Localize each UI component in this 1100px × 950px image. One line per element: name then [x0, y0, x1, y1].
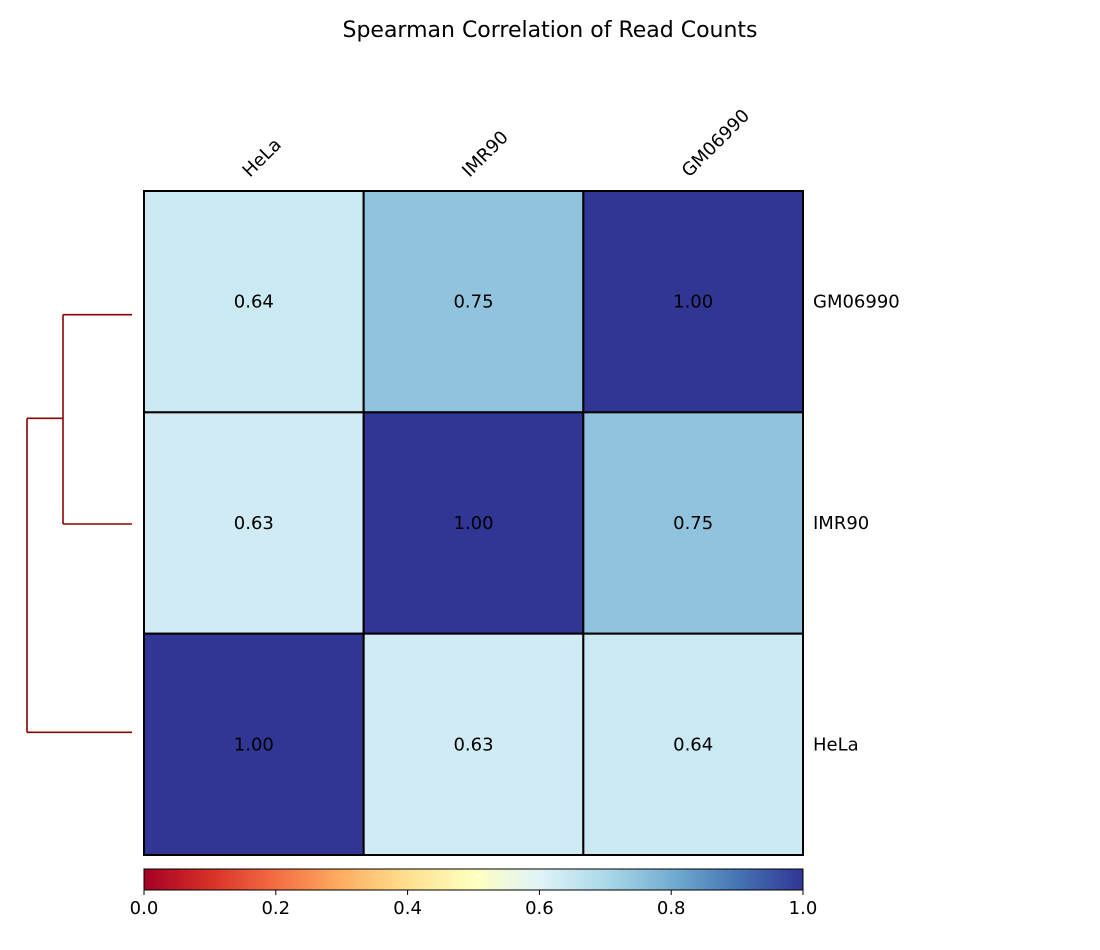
cell-value-label: 1.00 [453, 513, 493, 534]
heatmap-cell [582, 632, 804, 857]
heatmap-cell [362, 632, 585, 857]
cell-value-label: 1.00 [673, 292, 713, 313]
column-label: IMR90 [458, 127, 513, 182]
column-label: GM06990 [678, 105, 754, 181]
cell-value-label: 0.63 [453, 734, 493, 755]
heatmap-cell [582, 190, 804, 414]
column-labels: HeLa IMR90 GM06990 [239, 105, 755, 181]
row-label: GM06990 [813, 292, 900, 313]
cell-value-label: 0.64 [673, 734, 713, 755]
heatmap-cell [362, 190, 585, 414]
colorbar: 0.0 0.2 0.4 0.6 0.8 1.0 [130, 868, 818, 919]
heatmap-cell [143, 411, 365, 635]
heatmap-cell [143, 190, 365, 414]
column-label: HeLa [239, 134, 286, 181]
heatmap-cell [143, 632, 365, 857]
cell-value-label: 0.63 [234, 513, 274, 534]
colorbar-gradient [143, 868, 804, 891]
colorbar-tick-label: 0.8 [657, 898, 686, 919]
cell-value-label: 0.75 [673, 513, 713, 534]
cell-value-labels: 0.64 0.75 1.00 0.63 1.00 0.75 1.00 0.63 0.64 [234, 292, 713, 756]
heatmap-cells [143, 190, 804, 857]
row-label: HeLa [813, 734, 859, 755]
colorbar-tick-label: 0.6 [525, 898, 554, 919]
cell-value-label: 0.75 [453, 292, 493, 313]
colorbar-tick-label: 0.2 [261, 898, 290, 919]
heatmap-cell [582, 411, 804, 635]
cell-value-label: 0.64 [234, 292, 274, 313]
row-labels: GM06990 IMR90 HeLa [813, 292, 900, 756]
row-dendrogram [26, 313, 132, 734]
heatmap-cell [362, 411, 585, 635]
row-label: IMR90 [813, 513, 869, 534]
chart-title: Spearman Correlation of Read Counts [342, 18, 757, 43]
colorbar-ticks: 0.0 0.2 0.4 0.6 0.8 1.0 [130, 890, 818, 919]
colorbar-tick-label: 0.4 [393, 898, 422, 919]
cell-value-label: 1.00 [234, 734, 274, 755]
colorbar-tick-label: 0.0 [130, 898, 159, 919]
colorbar-tick-label: 1.0 [789, 898, 818, 919]
